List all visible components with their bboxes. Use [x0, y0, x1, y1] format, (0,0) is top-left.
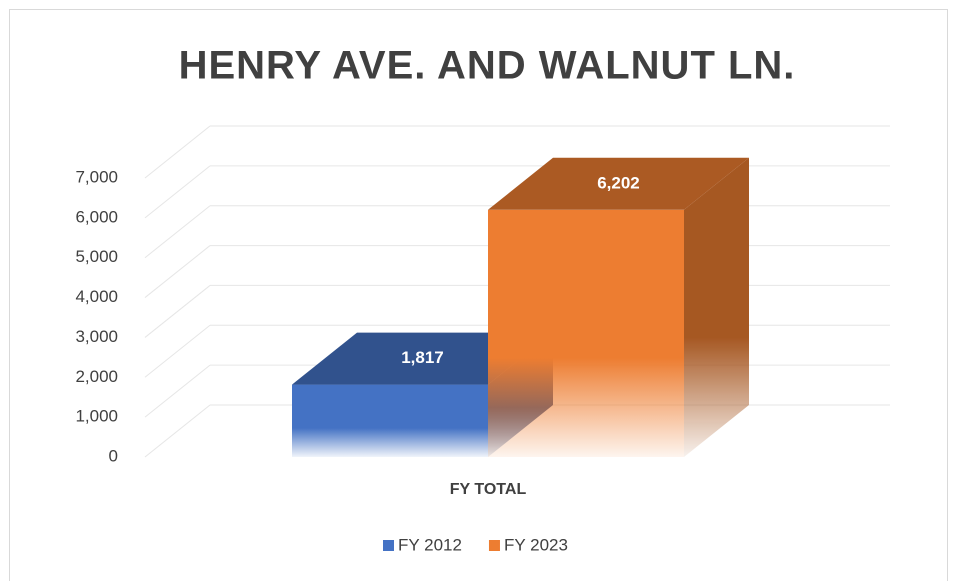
legend-swatch: [488, 540, 500, 551]
y-tick-label: 7,000: [75, 167, 118, 186]
y-tick-label: 4,000: [75, 287, 118, 306]
y-tick-label: 1,000: [75, 407, 118, 426]
grid-line: [144, 165, 211, 219]
data-label: 6,202: [597, 173, 640, 192]
data-label: 1,817: [401, 348, 444, 367]
y-tick-label: 5,000: [75, 247, 118, 266]
y-tick-label: 0: [109, 446, 118, 465]
grid-line: [144, 125, 211, 179]
y-tick-label: 2,000: [75, 367, 118, 386]
bar-top: [292, 332, 553, 385]
legend-label: FY 2012: [398, 535, 462, 554]
y-tick-label: 6,000: [75, 207, 118, 226]
grid-line: [144, 364, 211, 418]
chart-border: [9, 9, 948, 581]
x-tick-label: FY TOTAL: [450, 481, 527, 498]
grid-line: [144, 324, 211, 378]
legend-label: FY 2023: [504, 535, 568, 554]
bar-side: [684, 157, 749, 457]
grid-line: [144, 285, 211, 338]
chart-title: HENRY AVE. AND WALNUT LN.: [179, 44, 796, 88]
bar-top: [488, 157, 749, 210]
bar: [488, 209, 684, 457]
grid-line: [144, 245, 211, 298]
grid-line: [144, 205, 211, 259]
legend-swatch: [383, 540, 394, 551]
y-tick-label: 3,000: [75, 327, 118, 346]
bar: [292, 384, 488, 457]
grid-line: [144, 404, 211, 458]
